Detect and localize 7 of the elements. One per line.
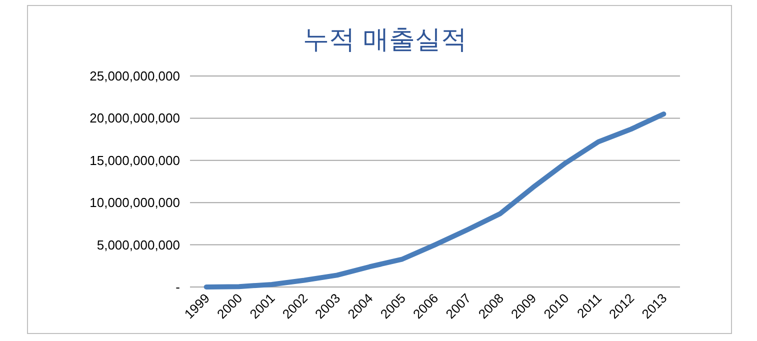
y-tick-label: 5,000,000,000 xyxy=(96,237,180,252)
chart-title: 누적 매출실적 xyxy=(302,25,468,55)
y-tick-label: - xyxy=(176,280,180,294)
y-tick-label: 20,000,000,000 xyxy=(90,110,180,126)
y-tick-label: 10,000,000,000 xyxy=(90,195,180,210)
y-tick-label: 15,000,000,000 xyxy=(90,152,180,168)
y-tick-label: 25,000,000,000 xyxy=(90,68,180,84)
